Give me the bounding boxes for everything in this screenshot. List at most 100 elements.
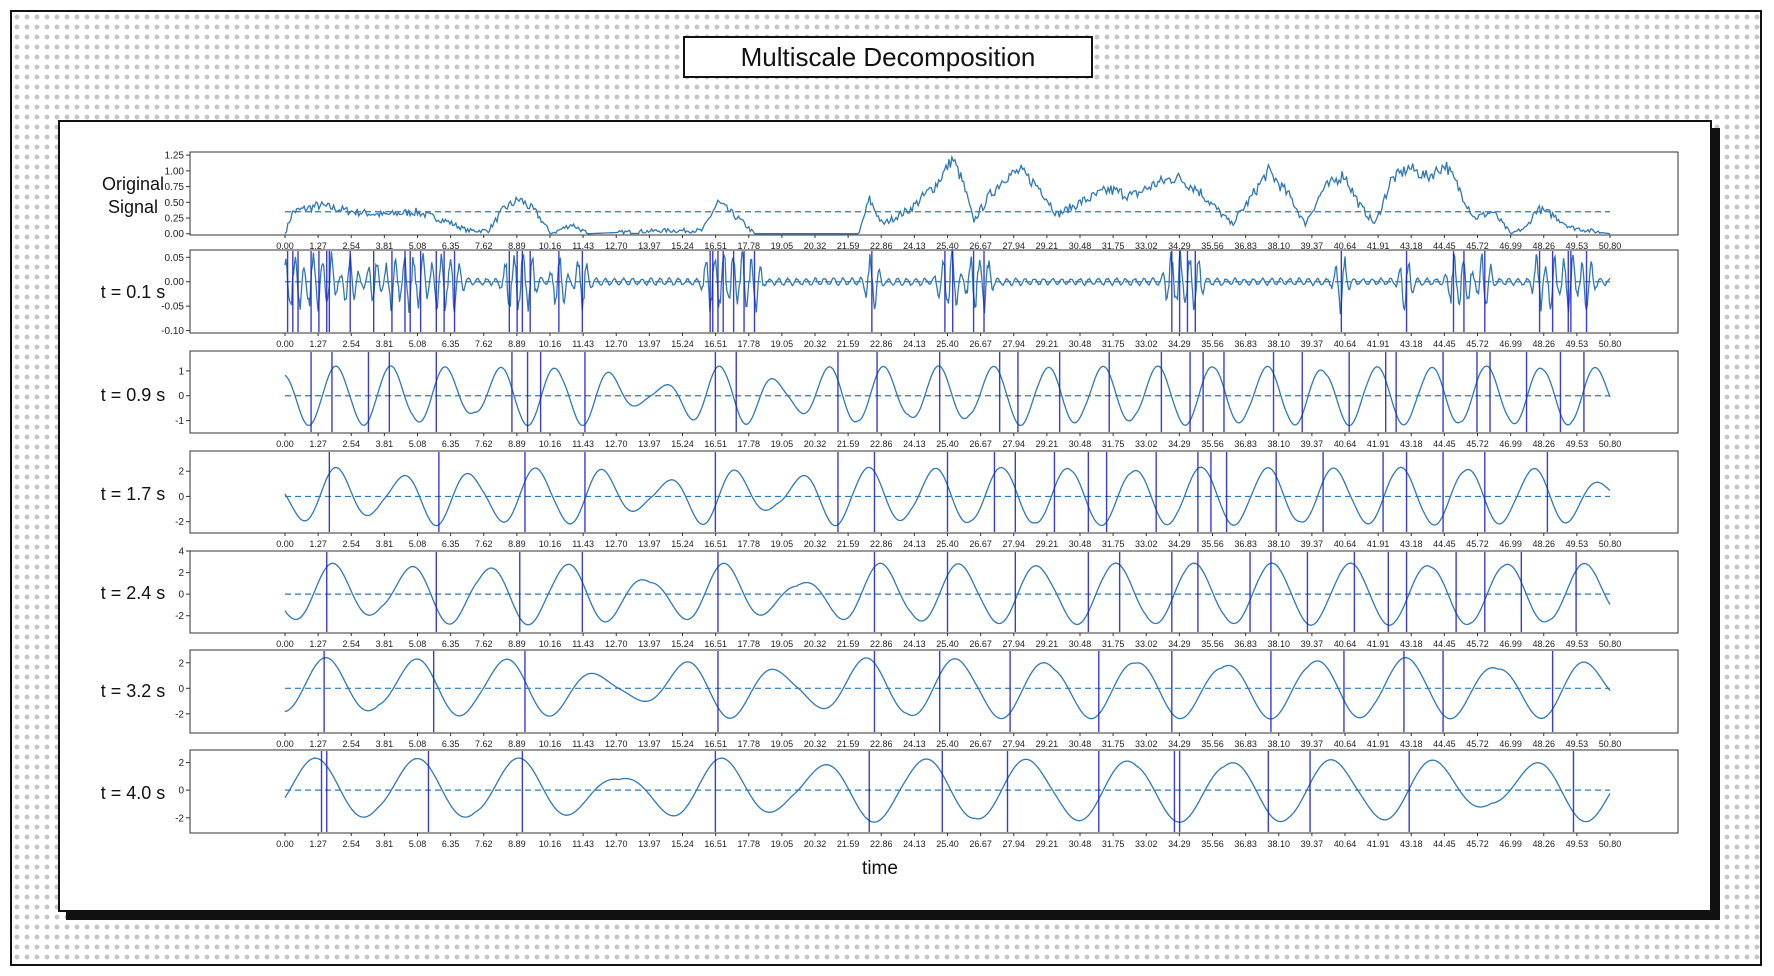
xtick-label: 17.78 bbox=[737, 739, 760, 749]
xtick-label: 43.18 bbox=[1400, 739, 1423, 749]
ytick-label: 2 bbox=[178, 758, 184, 769]
xtick-label: 33.02 bbox=[1135, 339, 1158, 349]
xtick-label: 24.13 bbox=[903, 739, 926, 749]
ytick-label: 0.25 bbox=[165, 214, 185, 225]
xtick-label: 7.62 bbox=[475, 739, 493, 749]
xtick-label: 46.99 bbox=[1499, 739, 1522, 749]
xtick-label: 0.00 bbox=[276, 639, 294, 649]
xtick-label: 15.24 bbox=[671, 739, 694, 749]
xtick-label: 24.13 bbox=[903, 339, 926, 349]
xtick-label: 1.27 bbox=[309, 639, 327, 649]
xtick-label: 30.48 bbox=[1069, 439, 1092, 449]
signal-line bbox=[284, 365, 1611, 427]
xtick-label: 33.02 bbox=[1135, 439, 1158, 449]
xtick-label: 16.51 bbox=[704, 241, 727, 251]
xtick-label: 50.80 bbox=[1599, 539, 1622, 549]
xtick-label: 7.62 bbox=[475, 241, 493, 251]
xtick-label: 6.35 bbox=[442, 539, 460, 549]
xtick-label: 31.75 bbox=[1102, 439, 1125, 449]
xtick-label: 30.48 bbox=[1069, 339, 1092, 349]
row-label-scale-3: t = 1.7 s bbox=[100, 484, 166, 504]
xtick-label: 39.37 bbox=[1301, 839, 1324, 849]
xtick-label: 39.37 bbox=[1301, 739, 1324, 749]
xtick-label: 19.05 bbox=[771, 241, 794, 251]
xtick-label: 43.18 bbox=[1400, 439, 1423, 449]
xtick-label: 13.97 bbox=[638, 739, 661, 749]
xtick-label: 15.24 bbox=[671, 339, 694, 349]
xtick-label: 39.37 bbox=[1301, 439, 1324, 449]
xtick-label: 50.80 bbox=[1599, 439, 1622, 449]
xtick-label: 25.40 bbox=[936, 339, 959, 349]
ytick-label: -0.10 bbox=[161, 326, 184, 337]
ytick-label: 0 bbox=[178, 786, 184, 797]
xtick-label: 21.59 bbox=[837, 439, 860, 449]
xtick-label: 22.86 bbox=[870, 339, 893, 349]
axes-frame-6 bbox=[189, 749, 1679, 834]
xtick-label: 33.02 bbox=[1135, 739, 1158, 749]
xtick-label: 50.80 bbox=[1599, 241, 1622, 251]
xtick-label: 10.16 bbox=[539, 539, 562, 549]
xtick-label: 38.10 bbox=[1267, 241, 1290, 251]
xtick-label: 0.00 bbox=[276, 439, 294, 449]
xtick-label: 24.13 bbox=[903, 839, 926, 849]
xtick-label: 29.21 bbox=[1036, 639, 1059, 649]
ytick-label: 4 bbox=[178, 547, 184, 558]
xtick-label: 33.02 bbox=[1135, 241, 1158, 251]
ytick-label: 1.00 bbox=[165, 166, 185, 177]
xtick-label: 29.21 bbox=[1036, 539, 1059, 549]
xtick-label: 36.83 bbox=[1234, 241, 1257, 251]
xtick-label: 41.91 bbox=[1367, 339, 1390, 349]
xtick-label: 12.70 bbox=[605, 339, 628, 349]
xtick-label: 2.54 bbox=[342, 539, 360, 549]
ytick-label: 0 bbox=[178, 590, 184, 601]
xtick-label: 0.00 bbox=[276, 339, 294, 349]
xtick-label: 1.27 bbox=[309, 839, 327, 849]
figure-panel bbox=[58, 120, 1712, 912]
x-axis-label: time bbox=[862, 858, 898, 879]
ytick-label: 0 bbox=[178, 492, 184, 503]
xtick-label: 10.16 bbox=[539, 739, 562, 749]
ytick-label: -0.05 bbox=[161, 302, 184, 313]
signal-line bbox=[284, 657, 1611, 720]
xtick-label: 44.45 bbox=[1433, 241, 1456, 251]
xtick-label: 33.02 bbox=[1135, 839, 1158, 849]
xtick-label: 16.51 bbox=[704, 539, 727, 549]
xtick-label: 17.78 bbox=[737, 539, 760, 549]
ytick-label: 0.75 bbox=[165, 182, 185, 193]
xtick-label: 16.51 bbox=[704, 439, 727, 449]
xtick-label: 3.81 bbox=[376, 839, 394, 849]
xtick-label: 46.99 bbox=[1499, 439, 1522, 449]
xtick-label: 13.97 bbox=[638, 639, 661, 649]
xtick-label: 34.29 bbox=[1168, 539, 1191, 549]
xtick-label: 3.81 bbox=[376, 241, 394, 251]
xtick-label: 41.91 bbox=[1367, 539, 1390, 549]
xtick-label: 5.08 bbox=[409, 339, 427, 349]
xtick-label: 19.05 bbox=[771, 839, 794, 849]
xtick-label: 25.40 bbox=[936, 639, 959, 649]
xtick-label: 11.43 bbox=[572, 241, 594, 251]
xtick-label: 35.56 bbox=[1201, 739, 1224, 749]
xtick-label: 5.08 bbox=[409, 839, 427, 849]
xtick-label: 11.43 bbox=[572, 439, 594, 449]
xtick-label: 6.35 bbox=[442, 241, 460, 251]
xtick-label: 1.27 bbox=[309, 241, 327, 251]
xtick-label: 46.99 bbox=[1499, 639, 1522, 649]
xtick-label: 49.53 bbox=[1566, 739, 1589, 749]
xtick-label: 3.81 bbox=[376, 639, 394, 649]
xtick-label: 49.53 bbox=[1566, 539, 1589, 549]
xtick-label: 20.32 bbox=[804, 639, 827, 649]
xtick-label: 30.48 bbox=[1069, 639, 1092, 649]
axes-frame-2 bbox=[189, 350, 1679, 434]
xtick-label: 39.37 bbox=[1301, 539, 1324, 549]
xtick-label: 10.16 bbox=[539, 339, 562, 349]
xtick-label: 40.64 bbox=[1334, 241, 1357, 251]
axes-frame-4 bbox=[189, 550, 1679, 634]
xtick-label: 48.26 bbox=[1532, 339, 1555, 349]
axes-frame-5 bbox=[189, 649, 1679, 734]
xtick-label: 25.40 bbox=[936, 839, 959, 849]
xtick-label: 2.54 bbox=[342, 639, 360, 649]
xtick-label: 44.45 bbox=[1433, 539, 1456, 549]
xtick-label: 40.64 bbox=[1334, 439, 1357, 449]
xtick-label: 34.29 bbox=[1168, 339, 1191, 349]
xtick-label: 45.72 bbox=[1466, 639, 1489, 649]
